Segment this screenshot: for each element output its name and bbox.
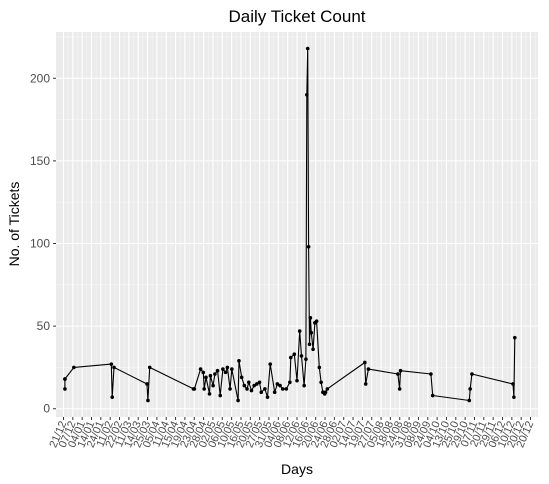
- data-point: [307, 342, 312, 347]
- data-point: [202, 387, 206, 391]
- data-point: [288, 380, 292, 385]
- data-point: [275, 382, 280, 386]
- data-point: [204, 375, 208, 380]
- data-point: [467, 398, 472, 403]
- data-point: [63, 387, 67, 391]
- data-point: [511, 382, 515, 386]
- data-point: [207, 392, 212, 396]
- data-point: [239, 375, 244, 380]
- data-point: [308, 316, 313, 320]
- data-point: [297, 329, 302, 333]
- x-axis-ticks: 21/1207/1204/0114/0124/0111/0222/0211/03…: [47, 417, 536, 450]
- data-point: [398, 368, 403, 373]
- y-axis-ticks: 0 50 100 150 200: [30, 71, 56, 416]
- data-point: [112, 365, 116, 370]
- data-point: [288, 355, 293, 360]
- data-point: [512, 395, 516, 399]
- data-point: [284, 387, 289, 391]
- data-point: [245, 387, 249, 391]
- data-point: [429, 372, 433, 376]
- data-point: [430, 393, 435, 398]
- data-point: [192, 387, 197, 391]
- x-axis-title: Days: [281, 461, 313, 477]
- y-tick-label: 0: [43, 402, 50, 416]
- y-tick-label: 50: [37, 319, 51, 333]
- y-tick-label: 200: [30, 71, 50, 85]
- data-point: [470, 372, 474, 376]
- data-point: [325, 387, 330, 391]
- y-axis-title: No. of Tickets: [6, 182, 22, 267]
- data-point: [299, 354, 304, 358]
- data-point: [257, 380, 262, 385]
- data-point: [236, 398, 240, 403]
- data-point: [218, 393, 223, 398]
- data-point: [305, 46, 310, 51]
- data-point: [272, 390, 277, 395]
- y-tick-label: 150: [30, 154, 50, 168]
- data-point: [317, 365, 322, 370]
- data-point: [265, 395, 270, 399]
- data-point: [304, 357, 308, 361]
- data-point: [249, 388, 254, 393]
- data-point: [366, 367, 371, 371]
- data-point: [228, 387, 232, 391]
- data-point: [468, 387, 472, 391]
- data-point: [109, 362, 114, 366]
- data-point: [255, 382, 259, 386]
- data-point: [306, 245, 311, 249]
- data-point: [314, 319, 319, 323]
- data-point: [323, 390, 328, 395]
- data-point: [363, 382, 368, 386]
- data-point: [252, 383, 256, 388]
- data-point: [268, 362, 273, 366]
- data-point: [145, 382, 149, 386]
- grid-minor: [56, 32, 538, 417]
- data-point: [309, 330, 314, 335]
- data-point: [280, 387, 285, 391]
- data-point: [302, 383, 306, 388]
- data-point: [110, 395, 115, 399]
- data-point: [237, 359, 241, 363]
- data-point: [198, 367, 203, 371]
- data-point: [225, 365, 230, 370]
- data-point: [215, 368, 220, 373]
- data-point: [259, 390, 264, 395]
- data-point: [363, 360, 367, 365]
- data-point: [242, 383, 247, 388]
- data-point: [230, 367, 234, 371]
- data-point: [211, 383, 215, 388]
- y-tick-label: 100: [30, 237, 50, 251]
- data-point: [263, 387, 267, 391]
- data-point: [292, 352, 297, 357]
- data-point: [397, 387, 402, 391]
- data-point: [146, 398, 150, 403]
- chart-title: Daily Ticket Count: [229, 7, 366, 26]
- data-point: [208, 373, 213, 378]
- grid-major: [56, 32, 538, 417]
- data-point: [147, 365, 152, 370]
- data-point: [278, 383, 282, 388]
- data-point: [319, 380, 323, 385]
- data-point: [213, 372, 217, 376]
- series-layer: [63, 46, 517, 403]
- data-point: [396, 372, 400, 376]
- data-point: [311, 347, 315, 352]
- data-point: [512, 335, 517, 340]
- data-point: [305, 92, 309, 97]
- data-point: [247, 380, 251, 385]
- data-point: [63, 377, 67, 381]
- data-point: [221, 367, 225, 371]
- data-point: [201, 370, 206, 375]
- data-point: [295, 378, 299, 383]
- data-point: [72, 365, 76, 370]
- data-point: [223, 370, 228, 375]
